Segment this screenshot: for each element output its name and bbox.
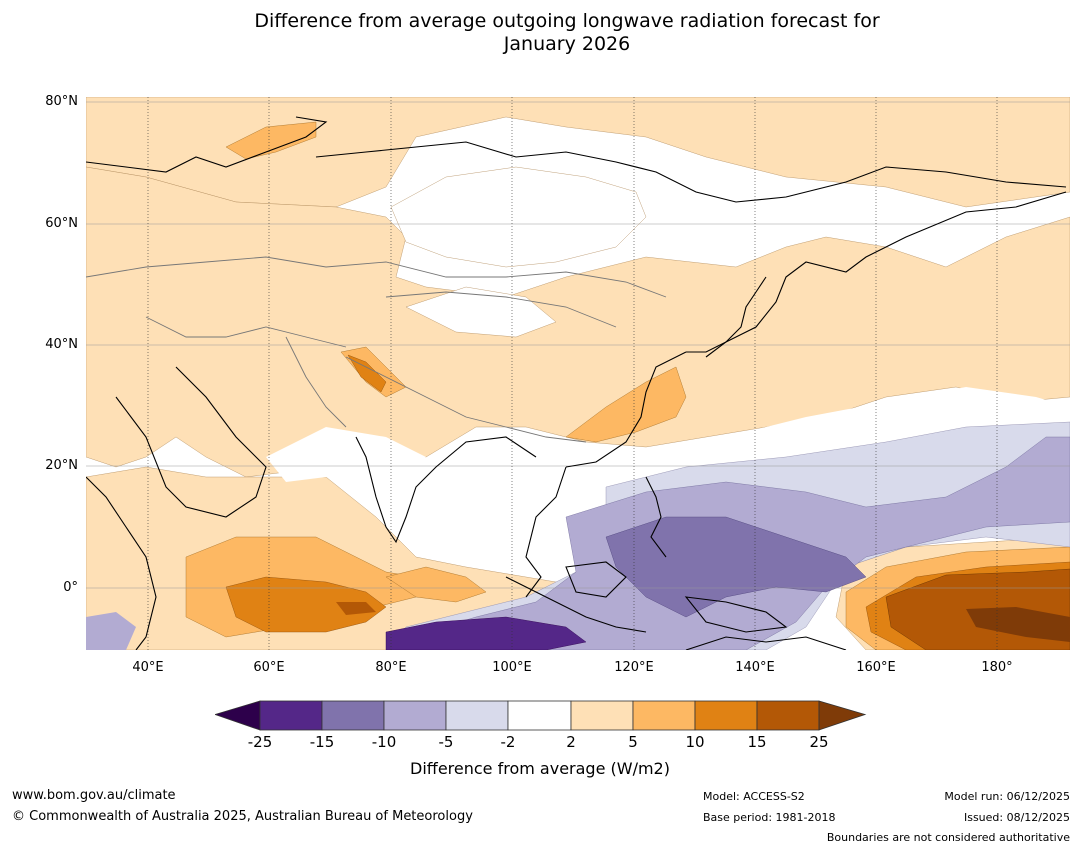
neutral-region-siberia — [390, 166, 647, 268]
colorbar-tick: 5 — [628, 733, 638, 751]
anomaly-region-neg10to15-maritime — [605, 516, 867, 618]
lon-label-100e: 100°E — [492, 660, 532, 675]
title-line-1: Difference from average outgoing longwav… — [254, 10, 880, 32]
coast-arctic-russia — [315, 141, 1067, 203]
lat-label-0: 0° — [63, 580, 78, 595]
lat-label-20n: 20°N — [45, 458, 78, 473]
footer-website: www.bom.gov.au/climate — [12, 788, 176, 803]
graticule — [86, 101, 1070, 589]
anomaly-region-10to15-indian — [225, 576, 387, 633]
lon-label-60e: 60°E — [253, 660, 285, 675]
boundary-central-asia — [86, 256, 667, 298]
footer-copyright: © Commonwealth of Australia 2025, Austra… — [12, 809, 473, 824]
lat-label-80n: 80°N — [45, 94, 78, 109]
coast-europe-north — [86, 116, 328, 173]
title-line-2: January 2026 — [503, 33, 631, 55]
lat-label-60n: 60°N — [45, 216, 78, 231]
lat-label-40n: 40°N — [45, 337, 78, 352]
anomaly-region-10to15-himalaya — [347, 354, 387, 393]
colorbar-extend-low — [213, 700, 261, 731]
colorbar-segment-10-15 — [694, 700, 758, 731]
colorbar-label: Difference from average (W/m2) — [410, 759, 670, 778]
coast-china-east — [565, 351, 687, 468]
coast-arabia — [115, 366, 267, 518]
coast-australia-north — [685, 636, 847, 650]
neutral-region-pacific — [646, 387, 1070, 472]
boundary-china-south — [345, 356, 587, 443]
footer-issued: Issued: 08/12/2025 — [963, 811, 1070, 824]
colorbar-tick: -5 — [438, 733, 454, 751]
anomaly-region-over25-pacific — [966, 607, 1070, 642]
coastlines — [86, 116, 1067, 650]
footer-base-period: Base period: 1981-2018 — [703, 811, 836, 824]
anomaly-region-15to25-indian — [336, 602, 376, 615]
lon-label-180: 180° — [981, 660, 1013, 675]
colorbar-tick: -2 — [500, 733, 516, 751]
coast-philippines — [645, 476, 667, 558]
lon-label-140e: 140°E — [735, 660, 775, 675]
footer-disclaimer: Boundaries are not considered authoritat… — [826, 831, 1070, 844]
map-panel — [86, 97, 1070, 650]
lon-label-120e: 120°E — [614, 660, 654, 675]
anomaly-region-neg15to25-indian — [385, 616, 587, 650]
colorbar-segment-neg15-neg10 — [321, 700, 385, 731]
lon-label-160e: 160°E — [856, 660, 896, 675]
anomaly-region-neg5to10-africa — [86, 612, 136, 650]
colorbar-graphic — [213, 700, 867, 731]
colorbar-tick: -25 — [247, 733, 273, 751]
coast-indonesia-1 — [505, 576, 647, 633]
coast-southeast-asia — [525, 466, 567, 598]
lon-label-80e: 80°E — [375, 660, 407, 675]
footer-model-run: Model run: 06/12/2025 — [944, 790, 1070, 803]
colorbar-segment-5-10 — [632, 700, 696, 731]
meridians — [147, 97, 998, 650]
country-boundaries — [86, 256, 667, 443]
colorbar-tick: -15 — [309, 733, 335, 751]
colorbar-segment-15-25 — [756, 700, 820, 731]
colorbar-tick: -10 — [371, 733, 397, 751]
colorbar-tick: 25 — [809, 733, 829, 751]
chart-title: Difference from average outgoing longwav… — [0, 10, 1081, 56]
boundary-mongolia — [385, 291, 617, 328]
coast-indonesia-2 — [565, 561, 627, 598]
colorbar-extend-high — [818, 700, 867, 731]
colorbar-segment-2-5 — [570, 700, 634, 731]
neutral-region-india — [266, 427, 426, 487]
anomaly-region-5to10-bay — [385, 566, 487, 603]
colorbar-segment-neg25-neg15 — [259, 700, 323, 731]
colorbar-tick: 2 — [566, 733, 576, 751]
colorbar-tick: 15 — [747, 733, 767, 751]
coast-japan — [705, 276, 767, 358]
anomaly-map — [86, 97, 1070, 650]
boundary-india-west — [285, 336, 347, 428]
colorbar-segment-neg5-neg2 — [445, 700, 509, 731]
boundary-middle-east — [145, 316, 347, 348]
anomaly-region-5to10-china — [565, 366, 687, 443]
footer-model: Model: ACCESS-S2 — [703, 790, 805, 803]
colorbar-segment-neg10-neg5 — [383, 700, 447, 731]
colorbar-segment-neg2-2 — [507, 700, 572, 731]
colorbar-tick: 10 — [685, 733, 705, 751]
coast-new-guinea — [684, 596, 788, 633]
colorbar — [213, 700, 867, 738]
lon-label-40e: 40°E — [132, 660, 164, 675]
coast-africa-east — [86, 476, 157, 650]
coast-pacific-russia — [686, 191, 1067, 353]
coast-india — [355, 436, 537, 544]
